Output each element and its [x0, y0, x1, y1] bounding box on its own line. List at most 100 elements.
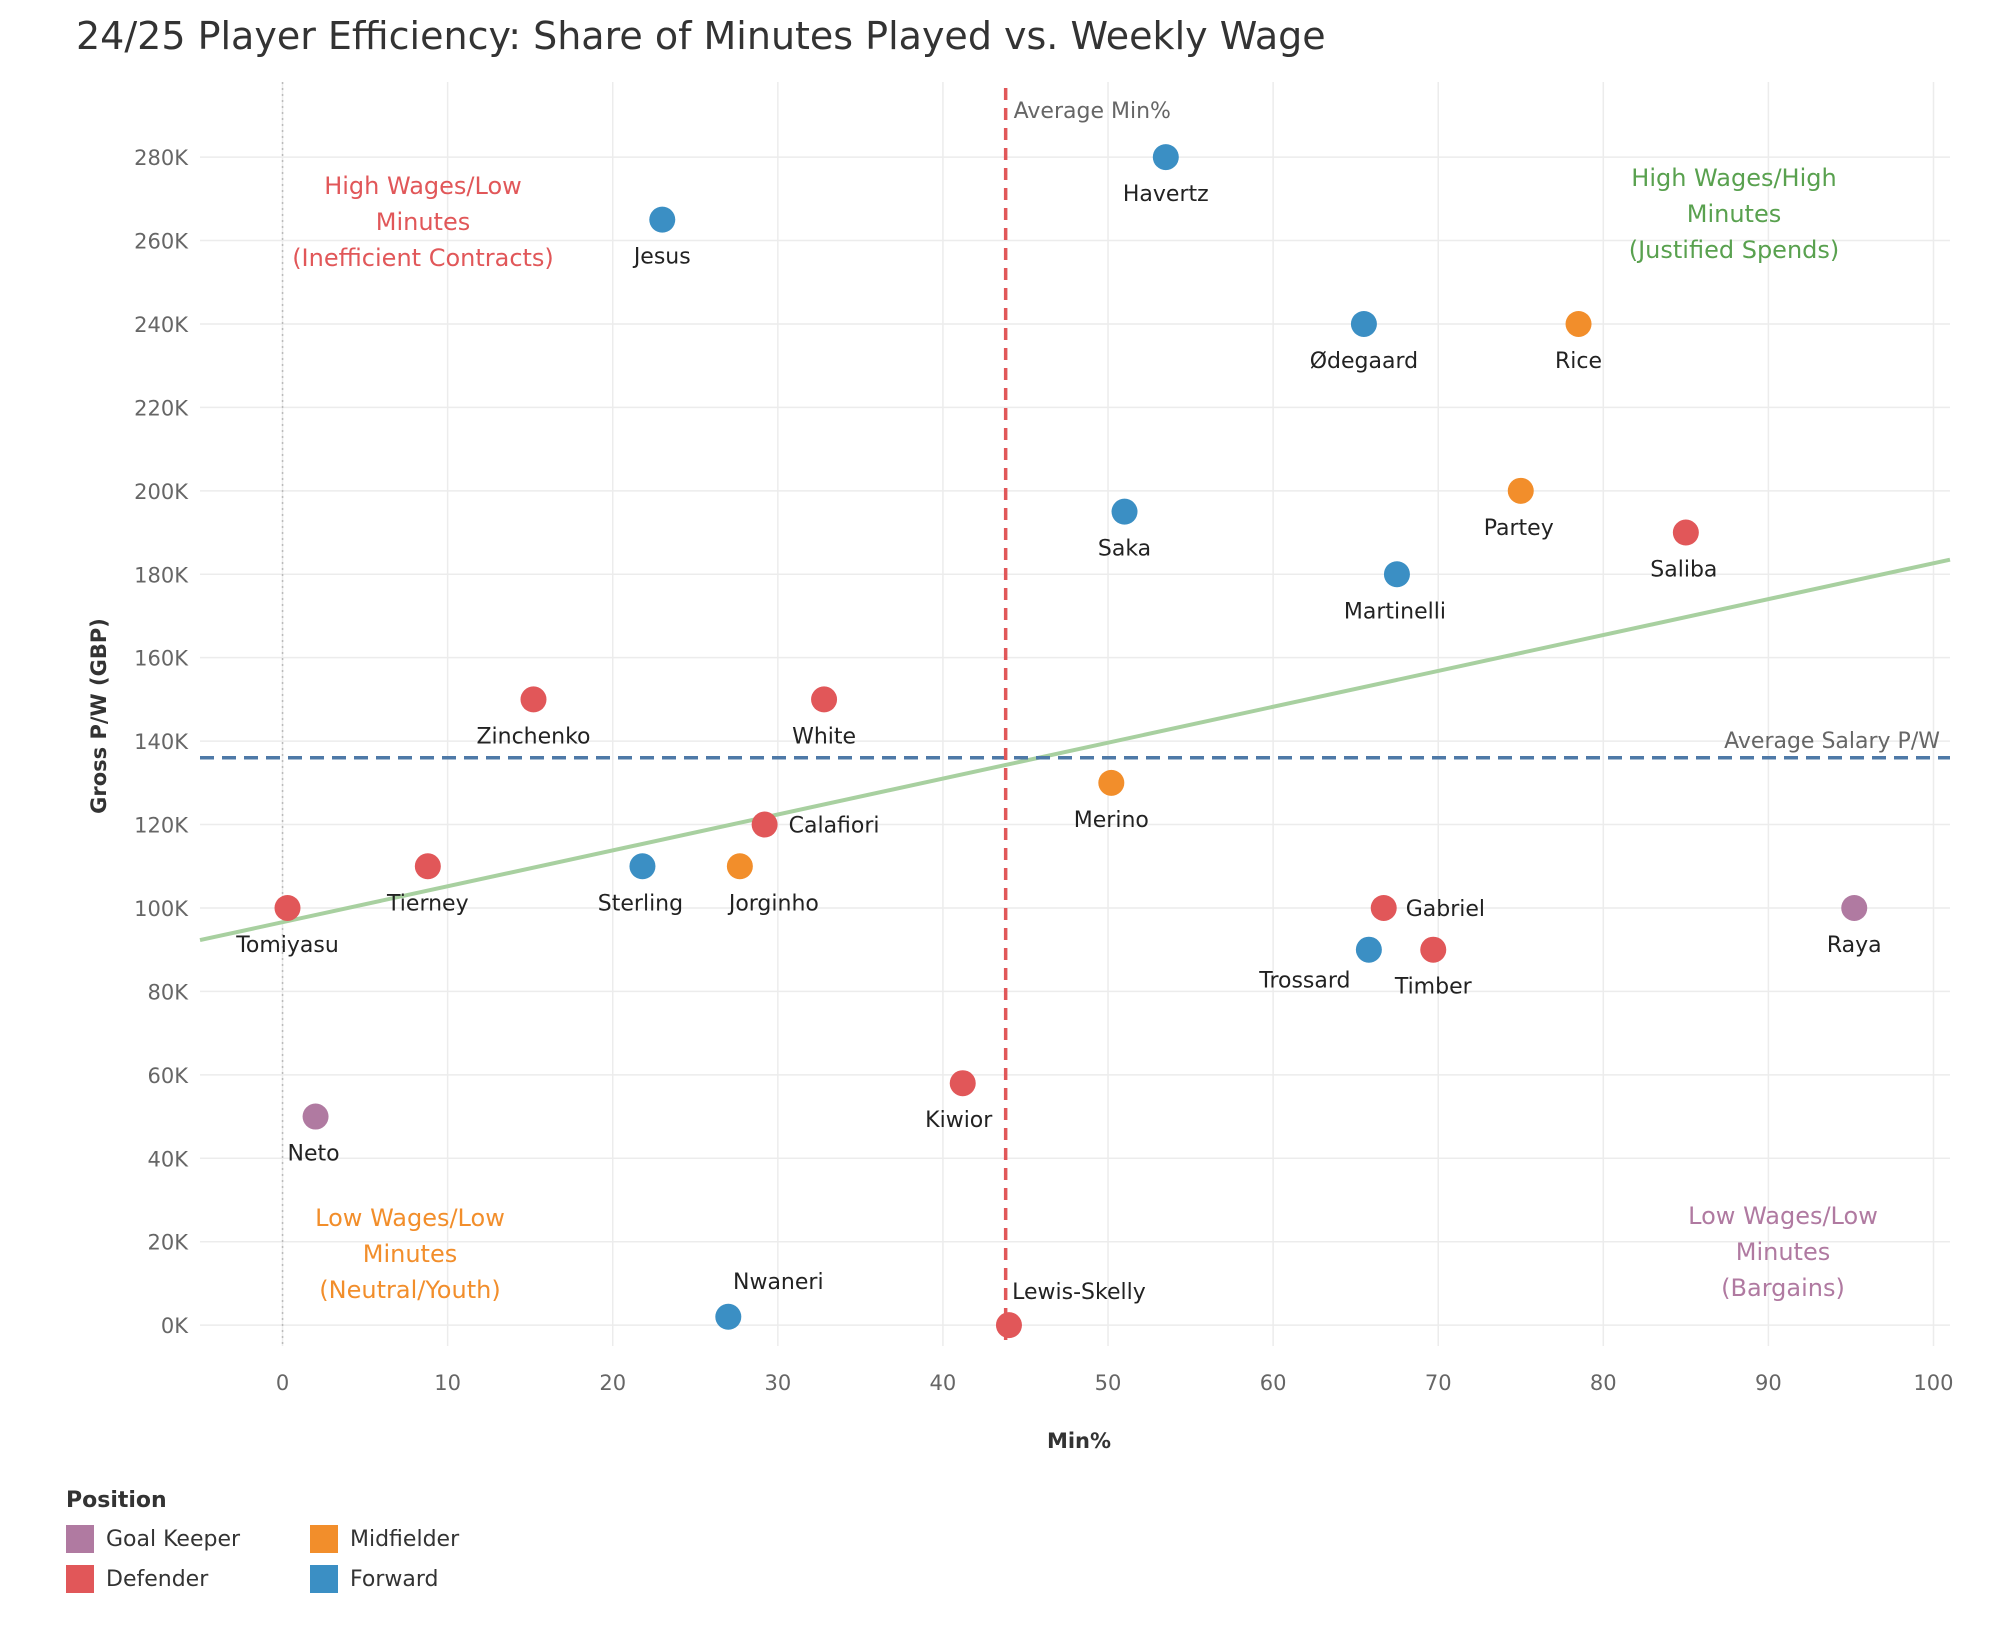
y-tick-label: 280K	[134, 146, 189, 170]
x-tick-label: 10	[434, 1371, 461, 1395]
quadrant-label-line: Minutes	[1736, 1238, 1830, 1266]
scatter-point	[751, 811, 778, 838]
average-salary-label: Average Salary P/W	[1724, 729, 1940, 754]
quadrant-label-line: Low Wages/Low	[1688, 1202, 1878, 1230]
point-label: Merino	[1074, 808, 1149, 833]
x-tick-label: 90	[1755, 1371, 1782, 1395]
quadrant-label-line: High Wages/Low	[324, 172, 522, 200]
y-tick-label: 240K	[134, 313, 189, 337]
point-label: Jesus	[632, 245, 691, 270]
scatter-point	[649, 206, 676, 233]
scatter-point	[1383, 561, 1410, 588]
y-tick-label: 260K	[134, 230, 189, 254]
scatter-chart: 0 10 20 30 40 50 60 70 80 90 100 0K 20K 40K 60K 80K 100K…	[87, 82, 1954, 1453]
y-tick-label: 40K	[148, 1147, 190, 1171]
x-tick-label: 60	[1260, 1371, 1287, 1395]
quadrant-label-line: High Wages/High	[1631, 164, 1836, 192]
point-label: Jorginho	[727, 891, 819, 916]
scatter-point	[1565, 310, 1592, 337]
point-label: Timber	[1394, 975, 1473, 1000]
x-tick-label: 80	[1590, 1371, 1617, 1395]
grid-layer: 0 10 20 30 40 50 60 70 80 90 100 0K 20K 40K 60K 80K 100K…	[134, 82, 1954, 1395]
point-label: Rice	[1555, 349, 1602, 374]
legend-label: Midfielder	[350, 1526, 460, 1552]
scatter-point	[1420, 936, 1447, 963]
legend-item[interactable]: Goal Keeper	[66, 1523, 310, 1555]
legend-swatch	[66, 1565, 94, 1593]
quadrant-label-line: (Inefficient Contracts)	[292, 244, 554, 272]
trend-line	[199, 557, 1951, 943]
y-tick-label: 80K	[148, 980, 190, 1004]
x-tick-label: 100	[1913, 1371, 1953, 1395]
scatter-point	[302, 1103, 329, 1130]
scatter-point	[274, 894, 301, 921]
quadrant-label-line: Minutes	[363, 1240, 457, 1268]
y-tick-label: 140K	[134, 730, 189, 754]
point-label: Ødegaard	[1310, 349, 1418, 374]
x-tick-label: 70	[1425, 1371, 1452, 1395]
quadrant-labels-layer: High Wages/Low Minutes (Inefficient Contra…	[292, 164, 1878, 1304]
quadrant-label-line: (Bargains)	[1721, 1274, 1845, 1302]
points-layer: Havertz Jesus Ødegaard Rice Partey Saka Saliba…	[235, 144, 1882, 1339]
y-tick-label: 160K	[134, 647, 189, 671]
point-label: Zinchenko	[476, 724, 590, 749]
y-tick-label: 100K	[134, 897, 189, 921]
scatter-point	[414, 853, 441, 880]
point-label: Raya	[1827, 933, 1882, 958]
scatter-point	[1350, 310, 1377, 337]
y-tick-label: 60K	[148, 1064, 190, 1088]
scatter-point	[1111, 498, 1138, 525]
scatter-point	[715, 1303, 742, 1330]
legend-item[interactable]: Defender	[66, 1563, 310, 1595]
point-label: Sterling	[598, 891, 683, 916]
scatter-point	[1507, 477, 1534, 504]
point-label: Nwaneri	[733, 1270, 824, 1295]
legend-item[interactable]: Forward	[310, 1563, 550, 1595]
quadrant-label-line: (Neutral/Youth)	[319, 1276, 500, 1304]
point-label: Tierney	[386, 891, 469, 916]
legend-label: Goal Keeper	[106, 1526, 241, 1552]
quadrant-label-line: (Justified Spends)	[1629, 236, 1840, 264]
legend-swatch	[66, 1525, 94, 1553]
point-label: Calafiori	[789, 814, 880, 839]
reference-lines-layer: Average Salary P/W Average Min%	[199, 82, 1951, 1346]
x-tick-label: 30	[764, 1371, 791, 1395]
legend-title: Position	[66, 1488, 167, 1513]
point-label: Trossard	[1258, 969, 1350, 994]
legend-swatch	[310, 1565, 338, 1593]
quadrant-label-line: Minutes	[376, 208, 470, 236]
scatter-point	[1355, 936, 1382, 963]
point-label: Havertz	[1123, 182, 1209, 207]
legend-label: Forward	[350, 1566, 439, 1592]
quadrant-label-line: Low Wages/Low	[315, 1204, 505, 1232]
point-label: Martinelli	[1344, 599, 1446, 624]
y-tick-label: 200K	[134, 480, 189, 504]
point-label: Neto	[288, 1142, 340, 1167]
point-label: Lewis-Skelly	[1012, 1280, 1146, 1305]
point-label: Gabriel	[1406, 897, 1485, 922]
axes-layer: Min% Gross P/W (GBP)	[87, 618, 1111, 1453]
scatter-point	[949, 1070, 976, 1097]
y-tick-label: 220K	[134, 396, 189, 420]
legend-items: Goal Keeper Midfielder Defender Forward	[66, 1523, 550, 1595]
x-tick-label: 0	[276, 1371, 289, 1395]
point-label: Tomiyasu	[235, 933, 339, 958]
x-tick-label: 40	[930, 1371, 957, 1395]
point-label: Kiwior	[925, 1108, 993, 1133]
y-axis-title: Gross P/W (GBP)	[87, 618, 111, 814]
legend-item[interactable]: Midfielder	[310, 1523, 550, 1555]
legend-swatch	[310, 1525, 338, 1553]
quadrant-label-line: Minutes	[1687, 200, 1781, 228]
legend-label: Defender	[106, 1566, 209, 1592]
legend: Position Goal Keeper Midfielder Defender Fo…	[66, 1488, 550, 1595]
x-axis-title: Min%	[1047, 1429, 1111, 1453]
scatter-point	[1370, 894, 1397, 921]
scatter-point	[811, 686, 838, 713]
point-label: Partey	[1484, 516, 1554, 541]
point-label: White	[792, 724, 856, 749]
scatter-point	[520, 686, 547, 713]
scatter-point	[1098, 769, 1125, 796]
scatter-point	[629, 853, 656, 880]
point-label: Saliba	[1650, 558, 1717, 583]
scatter-point	[1152, 144, 1179, 171]
